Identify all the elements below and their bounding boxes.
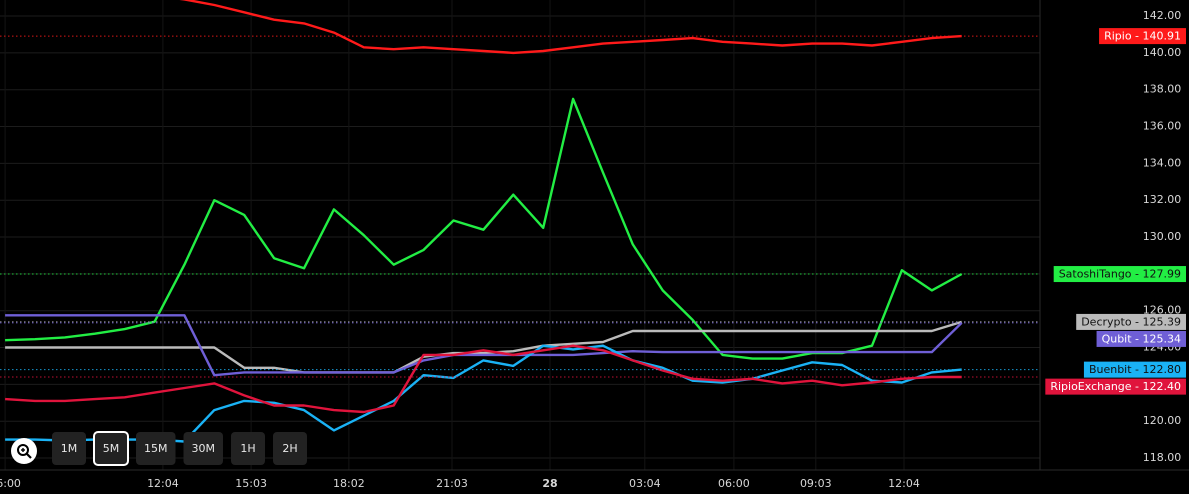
- series-line: [179, 0, 962, 55]
- y-tick-label: 120.00: [1143, 414, 1182, 427]
- x-tick-label: 18:02: [333, 477, 365, 490]
- interval-button[interactable]: 2H: [273, 432, 307, 465]
- x-tick-label: 09:03: [800, 477, 832, 490]
- x-tick-label: 28: [542, 477, 557, 490]
- price-label: Buenbit - 122.80: [1083, 361, 1186, 378]
- zoom-circle: [11, 438, 37, 464]
- interval-button[interactable]: 5M: [93, 431, 129, 466]
- x-tick-label: 12:04: [147, 477, 179, 490]
- interval-button[interactable]: 30M: [183, 432, 224, 465]
- price-label-text: RipioExchange - 122.40: [1050, 380, 1181, 393]
- x-tick-label: 21:03: [436, 477, 468, 490]
- x-tick-label: 12:04: [888, 477, 920, 490]
- price-labels: Ripio - 140.91 SatoshiTango - 127.99 Decry…: [1045, 28, 1186, 395]
- price-label-text: Qubit - 125.34: [1102, 332, 1181, 345]
- plot-area: [0, 0, 1040, 443]
- zoom-lens: [17, 444, 29, 456]
- y-tick-label: 140.00: [1143, 46, 1182, 59]
- price-label-box: [1076, 313, 1186, 330]
- y-tick-label: 134.00: [1143, 156, 1182, 169]
- interval-button-label: 30M: [192, 442, 216, 455]
- interval-button-label: 1M: [61, 442, 78, 455]
- y-tick-label: 126.00: [1143, 304, 1182, 317]
- series-line: [5, 344, 962, 414]
- price-label-box: [1099, 28, 1186, 45]
- x-tick-label: 06:00: [0, 477, 21, 490]
- y-tick-label: 132.00: [1143, 193, 1182, 206]
- price-label: SatoshiTango - 127.99: [1053, 266, 1186, 283]
- price-label: Qubit - 125.34: [1096, 330, 1186, 347]
- price-label-box: [1045, 378, 1186, 395]
- price-label-box: [1053, 266, 1186, 283]
- price-label-box: [1083, 361, 1186, 378]
- series-line: [5, 97, 963, 360]
- price-label-text: Ripio - 140.91: [1104, 30, 1181, 43]
- price-label-text: Decrypto - 125.39: [1081, 315, 1181, 328]
- interval-button-label: 1H: [240, 442, 255, 455]
- x-tick-label: 03:04: [629, 477, 661, 490]
- zoom-button[interactable]: [11, 438, 37, 464]
- y-tick-label: 138.00: [1143, 83, 1182, 96]
- interval-button-label: 2H: [282, 442, 297, 455]
- interval-button-box: [183, 432, 223, 465]
- x-tick-label: 06:00: [718, 477, 750, 490]
- interval-button[interactable]: 1M: [52, 432, 86, 465]
- interval-controls: 1M 5M 15M 30M 1H 2H: [11, 431, 307, 466]
- x-tick-label: 15:03: [235, 477, 267, 490]
- interval-button[interactable]: 1H: [231, 432, 265, 465]
- zoom-handle: [26, 453, 32, 459]
- interval-button-box: [136, 432, 176, 465]
- price-label: RipioExchange - 122.40: [1045, 378, 1186, 395]
- price-label: Decrypto - 125.39: [1076, 313, 1186, 330]
- interval-button-box: [52, 432, 86, 465]
- interval-button-box: [273, 432, 307, 465]
- interval-button-box: [231, 432, 265, 465]
- y-tick-label: 142.00: [1143, 9, 1182, 22]
- series-line: [5, 320, 963, 374]
- y-tick-label: 136.00: [1143, 120, 1182, 133]
- y-tick-label: 118.00: [1143, 451, 1182, 464]
- interval-button[interactable]: 15M: [136, 432, 176, 465]
- price-label-box: [1096, 330, 1186, 347]
- y-tick-label: 130.00: [1143, 230, 1182, 243]
- interval-button-label: 5M: [103, 442, 120, 455]
- price-label: Ripio - 140.91: [1099, 28, 1186, 45]
- series-line: [5, 314, 963, 377]
- price-label-text: Buenbit - 122.80: [1089, 363, 1181, 376]
- price-label-text: SatoshiTango - 127.99: [1059, 268, 1181, 281]
- interval-button-label: 15M: [144, 442, 168, 455]
- interval-button-box: [93, 431, 129, 466]
